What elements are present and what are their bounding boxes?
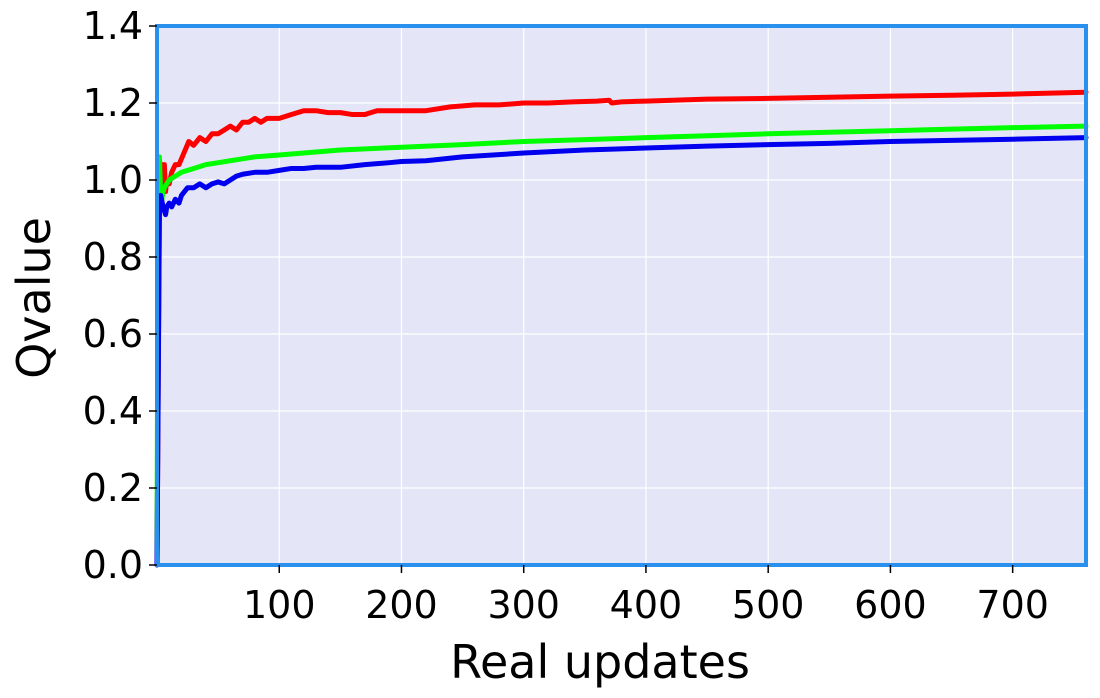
y-tick-label: 0.6 [83,312,143,356]
y-axis-ticks: 0.0 0.2 0.4 0.6 0.8 1.0 1.2 1.4 [83,4,157,587]
y-tick-label: 1.2 [83,81,143,125]
y-axis-label: Qvalue [7,217,61,379]
y-tick-label: 1.4 [83,4,143,48]
grid-lines [157,25,1086,566]
x-tick-label: 700 [976,583,1049,627]
x-axis-label: Real updates [450,635,750,689]
x-axis-ticks: 100 200 300 400 500 600 700 [243,565,1049,627]
x-tick-label: 100 [243,583,316,627]
x-tick-label: 200 [365,583,438,627]
y-tick-label: 0.2 [83,466,143,510]
series-group [154,89,1089,568]
series-line-green [154,123,1089,556]
y-tick-label: 0.8 [83,235,143,279]
plot-frame [155,24,1088,567]
plot-area [157,26,1086,565]
x-tick-label: 600 [854,583,927,627]
x-tick-label: 300 [487,583,560,627]
series-line-blue [154,135,1089,568]
y-tick-label: 0.4 [83,389,143,433]
series-line-red [154,89,1089,568]
y-tick-label: 1.0 [83,158,143,202]
x-tick-label: 400 [610,583,683,627]
y-tick-label: 0.0 [83,543,143,587]
x-tick-label: 500 [732,583,805,627]
